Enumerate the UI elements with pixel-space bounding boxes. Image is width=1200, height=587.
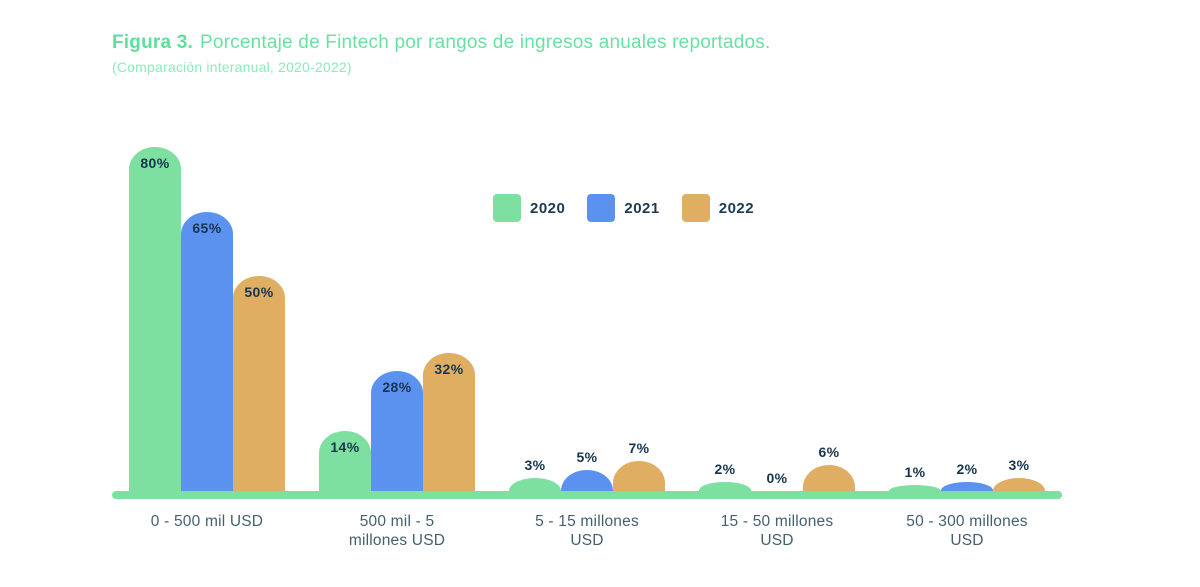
bar-value-label: 1%: [904, 464, 926, 480]
bar-value-label: 3%: [524, 457, 546, 474]
x-axis-tick-label: 15 - 50 millones USD: [720, 513, 834, 549]
bar-slot-2020: 1%: [889, 147, 941, 491]
bar-value-label: 14%: [330, 438, 360, 455]
bar-group: 2% 0% 6%: [682, 147, 872, 491]
x-axis-tick-label: 0 - 500 mil USD: [150, 513, 264, 530]
bar-slot-2022: 7%: [613, 147, 665, 491]
bar-value-label: 28%: [382, 378, 412, 395]
bar-2022: [993, 478, 1045, 491]
bar-value-label: 32%: [434, 361, 464, 378]
figure-subtitle: (Comparación interanual, 2020-2022): [112, 59, 352, 75]
bar-slot-2020: 80%: [129, 147, 181, 491]
bar-2021: [941, 482, 993, 491]
bar-value-label: 65%: [192, 219, 222, 236]
x-axis-labels: 0 - 500 mil USD 500 mil - 5 millones USD 5…: [112, 512, 1062, 550]
bar-value-label: 6%: [818, 444, 840, 461]
bar-value-label: 50%: [244, 284, 274, 300]
bar-value-label: 0%: [766, 470, 788, 486]
x-axis-tick-label: 5 - 15 millones USD: [535, 513, 639, 549]
bar-slot-2021: 28%: [371, 147, 423, 491]
legend-item-2022: 2022: [681, 194, 755, 222]
bar-slot-2021: 5%: [561, 147, 613, 491]
legend-swatch-2021: [587, 194, 616, 222]
x-axis-tick-label: 500 mil - 5 millones USD: [348, 513, 446, 549]
bar-2020: [129, 147, 181, 491]
figure-number: Figura 3.: [112, 32, 193, 53]
legend-swatch-2020: [493, 194, 521, 222]
x-axis-baseline: [112, 491, 1062, 499]
bar-slot-2022: 50%: [233, 147, 285, 491]
bar-group: 14% 28% 32%: [302, 147, 492, 491]
bar-slot-2022: 3%: [993, 147, 1045, 491]
bar-2022: [423, 353, 475, 491]
figure-title-text: Porcentaje de Fintech por rangos de ingr…: [199, 32, 771, 53]
bar-2020: [699, 482, 751, 491]
legend-label-2022: 2022: [718, 199, 755, 217]
bar-group: 3% 5% 7%: [492, 147, 682, 491]
chart-legend: 2020 2021 2022: [493, 194, 754, 222]
bar-slot-2020: 14%: [319, 147, 371, 491]
bar-2021: [371, 370, 423, 491]
bar-2021: [181, 211, 233, 491]
bar-2020: [509, 478, 561, 491]
bar-group: 1% 2% 3%: [872, 147, 1062, 491]
x-axis-tick-label: 50 - 300 millones USD: [906, 513, 1028, 549]
bar-2020: [889, 485, 941, 491]
bar-2020: [319, 430, 371, 491]
bar-value-label: 3%: [1008, 457, 1030, 474]
bar-value-label: 2%: [714, 461, 736, 478]
legend-swatch-2022: [681, 194, 710, 222]
legend-label-2020: 2020: [530, 199, 566, 217]
bar-slot-2022: 32%: [423, 147, 475, 491]
bar-slot-2022: 6%: [803, 147, 855, 491]
bar-value-label: 2%: [956, 461, 978, 478]
bar-value-label: 7%: [628, 439, 650, 456]
bar-slot-2021: 0%: [751, 147, 803, 491]
bar-slot-2020: 2%: [699, 147, 751, 491]
legend-label-2021: 2021: [624, 199, 660, 217]
bar-value-label: 5%: [576, 448, 598, 465]
legend-item-2020: 2020: [493, 194, 565, 222]
figure-title: Figura 3. Porcentaje de Fintech por rango…: [112, 30, 1082, 56]
chart-plot: 80% 65% 50% 14% 28% 32% 3% 5% 7% 2% 0% 6% 1% 2% 3%: [112, 147, 1062, 499]
bar-2021: [561, 469, 613, 491]
figure-content: Figura 3. Porcentaje de Fintech por rango…: [112, 30, 1082, 550]
bar-value-label: 80%: [140, 155, 170, 171]
bar-group: 80% 65% 50%: [112, 147, 302, 491]
bar-slot-2021: 2%: [941, 147, 993, 491]
bar-2022: [233, 276, 285, 491]
bar-slot-2021: 65%: [181, 147, 233, 491]
chart-area: 2020 2021 2022 80% 65% 50% 14% 28% 32% 3% 5% 7% 2% 0…: [112, 147, 1062, 550]
legend-item-2021: 2021: [587, 194, 659, 222]
bar-slot-2020: 3%: [509, 147, 561, 491]
bar-2022: [613, 460, 665, 491]
